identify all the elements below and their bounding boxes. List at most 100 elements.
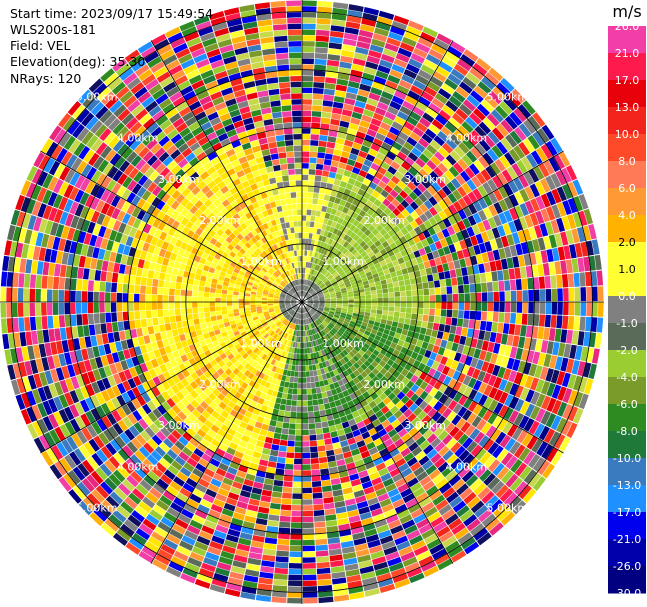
velocity-gate xyxy=(424,210,433,220)
velocity-gate xyxy=(540,410,551,425)
velocity-gate xyxy=(518,123,532,138)
velocity-gate xyxy=(393,185,403,194)
velocity-gate xyxy=(433,380,443,390)
velocity-gate xyxy=(324,508,336,516)
velocity-gate xyxy=(320,284,326,289)
velocity-gate xyxy=(395,269,403,277)
velocity-gate xyxy=(389,189,399,199)
velocity-gate xyxy=(322,397,329,404)
velocity-gate xyxy=(285,405,292,412)
velocity-gate xyxy=(568,287,575,302)
velocity-gate xyxy=(324,305,331,308)
velocity-gate xyxy=(364,367,372,375)
velocity-gate xyxy=(46,289,53,302)
velocity-gate xyxy=(318,281,324,287)
velocity-gate xyxy=(433,426,445,437)
velocity-gate xyxy=(330,25,345,33)
velocity-gate xyxy=(303,285,306,291)
velocity-gate xyxy=(432,473,445,485)
velocity-gate xyxy=(369,353,377,360)
velocity-gate xyxy=(328,425,337,433)
velocity-gate xyxy=(480,422,492,435)
velocity-gate xyxy=(406,380,415,390)
velocity-gate xyxy=(423,295,430,302)
velocity-gate xyxy=(375,232,383,240)
velocity-gate xyxy=(565,259,573,274)
velocity-gate xyxy=(493,188,504,202)
velocity-gate xyxy=(446,225,456,236)
velocity-gate xyxy=(179,263,186,271)
velocity-gate xyxy=(340,114,351,123)
velocity-gate xyxy=(530,198,540,212)
velocity-gate xyxy=(513,218,523,232)
velocity-gate xyxy=(367,323,374,329)
velocity-gate xyxy=(349,75,362,84)
velocity-gate xyxy=(546,397,557,413)
velocity-gate xyxy=(459,170,471,183)
velocity-gate xyxy=(105,312,112,323)
velocity-gate xyxy=(455,86,470,99)
velocity-gate xyxy=(423,59,438,71)
velocity-gate xyxy=(399,285,406,292)
velocity-gate xyxy=(337,338,343,345)
velocity-gate xyxy=(355,352,363,359)
velocity-gate xyxy=(349,204,357,212)
velocity-gate xyxy=(594,332,602,349)
velocity-gate xyxy=(418,333,425,341)
velocity-gate xyxy=(383,363,391,371)
velocity-gate xyxy=(337,73,350,81)
velocity-gate xyxy=(302,348,305,354)
velocity-gate xyxy=(387,74,401,85)
velocity-gate xyxy=(378,236,387,244)
velocity-gate xyxy=(330,190,338,197)
velocity-gate xyxy=(261,560,275,568)
velocity-gate xyxy=(571,359,580,375)
velocity-gate xyxy=(355,244,362,252)
velocity-gate xyxy=(317,292,324,296)
velocity-gate xyxy=(560,357,569,372)
velocity-gate xyxy=(440,126,453,138)
velocity-gate xyxy=(502,223,512,235)
velocity-gate xyxy=(319,299,325,302)
velocity-gate xyxy=(523,362,532,375)
velocity-gate xyxy=(403,121,416,132)
velocity-gate xyxy=(460,421,471,433)
velocity-gate xyxy=(64,290,70,302)
velocity-gate xyxy=(357,331,364,337)
velocity-gate xyxy=(264,436,274,444)
velocity-gate xyxy=(31,330,39,345)
velocity-gate xyxy=(410,53,425,64)
velocity-gate xyxy=(322,426,330,434)
velocity-gate xyxy=(405,284,412,291)
velocity-gate xyxy=(572,179,584,195)
velocity-gate xyxy=(307,304,313,308)
velocity-gate xyxy=(308,288,313,293)
velocity-gate xyxy=(312,498,324,505)
velocity-gate xyxy=(441,228,450,238)
velocity-gate xyxy=(374,171,384,180)
velocity-gate xyxy=(496,172,508,186)
velocity-gate xyxy=(562,388,573,403)
velocity-gate xyxy=(315,271,320,277)
velocity-gate xyxy=(437,220,447,231)
velocity-gate xyxy=(317,199,324,206)
velocity-gate xyxy=(517,360,526,373)
velocity-gate xyxy=(397,322,404,329)
velocity-gate xyxy=(388,375,397,384)
velocity-gate xyxy=(333,495,345,503)
velocity-gate xyxy=(329,401,336,409)
velocity-gate xyxy=(328,130,338,138)
velocity-gate xyxy=(35,288,41,302)
velocity-gate xyxy=(470,146,482,159)
velocity-gate xyxy=(384,42,399,53)
velocity-gate xyxy=(421,238,429,248)
velocity-gate xyxy=(316,272,321,278)
velocity-gate xyxy=(399,262,407,270)
velocity-gate xyxy=(532,238,540,252)
velocity-gate xyxy=(389,100,402,111)
velocity-gate xyxy=(484,241,493,252)
velocity-gate xyxy=(336,295,342,299)
velocity-gate xyxy=(393,15,410,26)
velocity-gate xyxy=(383,232,391,241)
velocity-gate xyxy=(561,215,571,231)
